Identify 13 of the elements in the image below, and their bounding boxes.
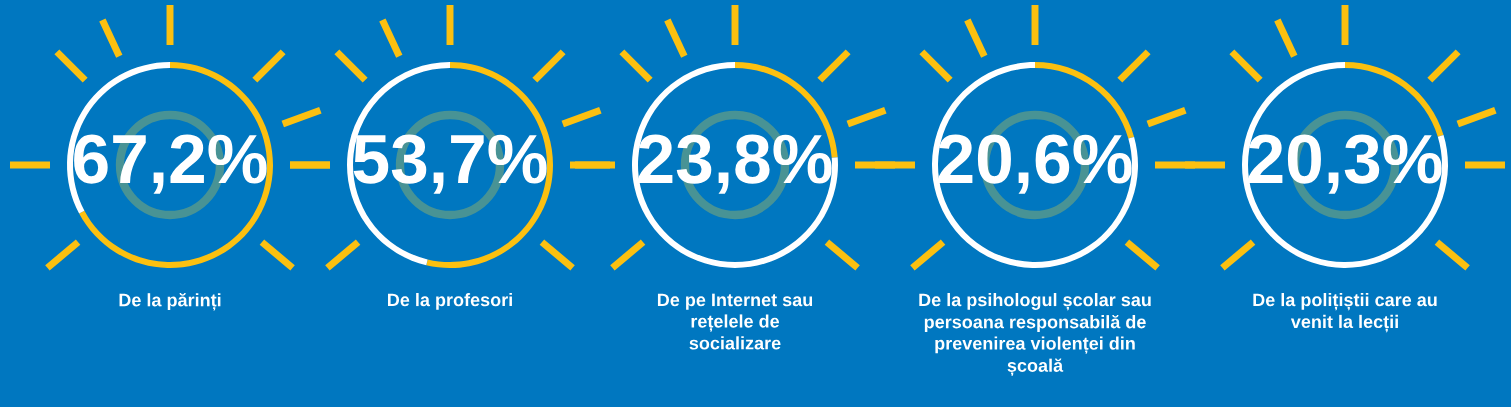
donut-slice bbox=[632, 62, 838, 268]
text: De la polițiștii care au venit la lecții bbox=[1253, 293, 1437, 333]
text: De pe Internet sau rețelele de socializare bbox=[657, 293, 813, 350]
data-label: 67,2% bbox=[74, 134, 267, 194]
donut-slice bbox=[932, 62, 1138, 268]
text: De la părinți bbox=[119, 293, 221, 311]
data-label: 20,6% bbox=[938, 134, 1132, 194]
data-label: 23,8% bbox=[638, 134, 832, 194]
text: De la psihologul școlar sau persoana responsabilă de prevenirea violenței din școală bbox=[919, 293, 1151, 376]
text: De la profesori bbox=[388, 293, 512, 310]
data-label: 53,7% bbox=[353, 134, 547, 194]
data-label: 20,3% bbox=[1248, 134, 1442, 194]
donut-slice bbox=[1242, 62, 1448, 268]
